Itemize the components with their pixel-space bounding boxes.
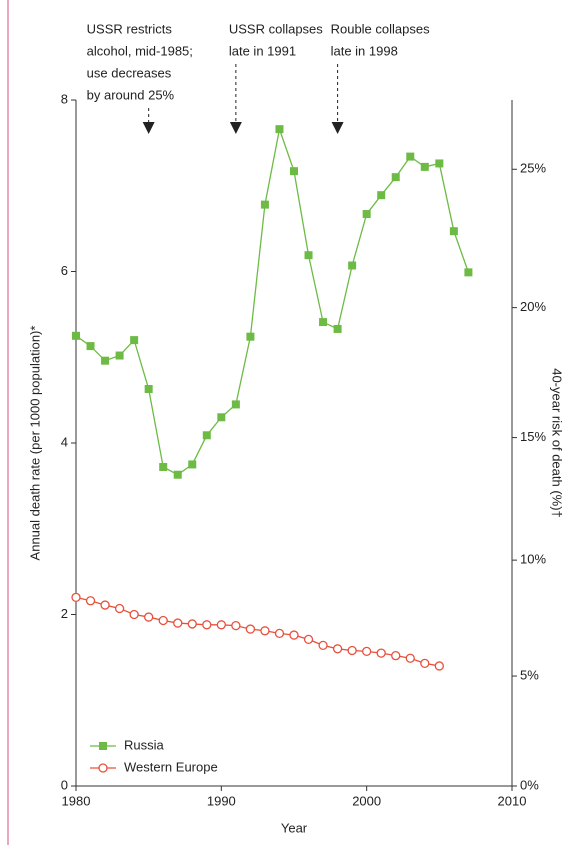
point xyxy=(202,620,212,630)
y2-tick-label: 15% xyxy=(520,429,546,444)
point xyxy=(274,628,285,639)
point xyxy=(144,384,153,393)
point xyxy=(464,268,473,277)
point xyxy=(217,413,226,422)
point xyxy=(275,125,284,134)
point xyxy=(216,620,226,630)
point xyxy=(260,200,269,209)
annotation-text: USSR collapses xyxy=(229,21,323,36)
annotation-text: late in 1998 xyxy=(331,43,398,58)
arrow-head xyxy=(229,122,242,134)
point xyxy=(391,651,401,661)
point xyxy=(85,596,96,606)
y2-tick-label: 25% xyxy=(520,161,546,176)
point xyxy=(130,336,139,345)
y-tick-label: 8 xyxy=(61,91,68,106)
annotation-text: late in 1991 xyxy=(229,43,296,58)
point xyxy=(246,332,255,341)
x-tick-label: 1990 xyxy=(207,793,236,808)
y2-axis-label: 40-year risk of death (%)† xyxy=(550,368,565,518)
x-tick-label: 1980 xyxy=(62,793,91,808)
point xyxy=(376,648,386,658)
point xyxy=(420,162,429,171)
point xyxy=(303,634,314,645)
arrow-head xyxy=(331,122,344,134)
point xyxy=(362,210,371,219)
y-tick-label: 2 xyxy=(61,606,68,621)
x-tick-label: 2000 xyxy=(352,793,381,808)
point xyxy=(434,661,444,671)
point xyxy=(173,470,182,479)
point xyxy=(290,167,298,176)
legend-label: Western Europe xyxy=(124,759,218,774)
point xyxy=(114,603,125,614)
point xyxy=(304,251,313,260)
point xyxy=(362,646,372,657)
point xyxy=(159,463,168,472)
point xyxy=(100,600,110,610)
annotation-text: Rouble collapses xyxy=(331,21,431,36)
point xyxy=(406,152,415,161)
y-tick-label: 0 xyxy=(61,777,68,792)
y2-tick-label: 5% xyxy=(520,667,539,682)
point xyxy=(115,351,124,360)
point xyxy=(405,653,415,663)
point xyxy=(231,620,241,631)
arrow-head xyxy=(142,122,155,134)
legend-label: Russia xyxy=(124,737,165,752)
point xyxy=(260,626,270,636)
point xyxy=(347,645,357,656)
point xyxy=(332,644,343,654)
point xyxy=(420,658,430,669)
x-tick-label: 2010 xyxy=(498,793,527,808)
y-tick-label: 4 xyxy=(61,434,68,449)
point xyxy=(319,318,328,327)
annotation-text: by around 25% xyxy=(87,87,175,102)
x-axis-label: Year xyxy=(281,820,308,835)
point xyxy=(144,612,154,622)
point xyxy=(101,356,110,365)
annotation-text: use decreases xyxy=(87,65,172,80)
point xyxy=(333,324,342,333)
point xyxy=(158,615,168,626)
point xyxy=(86,342,95,351)
point xyxy=(449,227,458,236)
point xyxy=(173,618,183,628)
point xyxy=(348,261,357,270)
point xyxy=(391,173,400,182)
point xyxy=(318,640,328,651)
legend-marker xyxy=(98,763,108,773)
y-tick-label: 6 xyxy=(61,263,68,278)
point xyxy=(202,431,211,440)
y-axis-label: Annual death rate (per 1000 population)* xyxy=(27,326,42,561)
y2-tick-label: 10% xyxy=(520,552,546,567)
point xyxy=(188,460,197,469)
point xyxy=(245,624,256,634)
point xyxy=(289,630,299,640)
annotation-text: USSR restricts xyxy=(87,21,173,36)
point xyxy=(377,191,386,200)
point xyxy=(435,159,444,168)
series-line xyxy=(75,126,470,476)
legend-marker xyxy=(99,742,107,750)
point xyxy=(231,400,240,409)
annotation-text: alcohol, mid-1985; xyxy=(87,43,193,58)
point xyxy=(187,619,197,629)
point xyxy=(129,609,139,620)
point xyxy=(72,331,80,340)
point xyxy=(71,592,81,602)
y2-tick-label: 20% xyxy=(520,299,546,314)
y2-tick-label: 0% xyxy=(520,777,539,792)
